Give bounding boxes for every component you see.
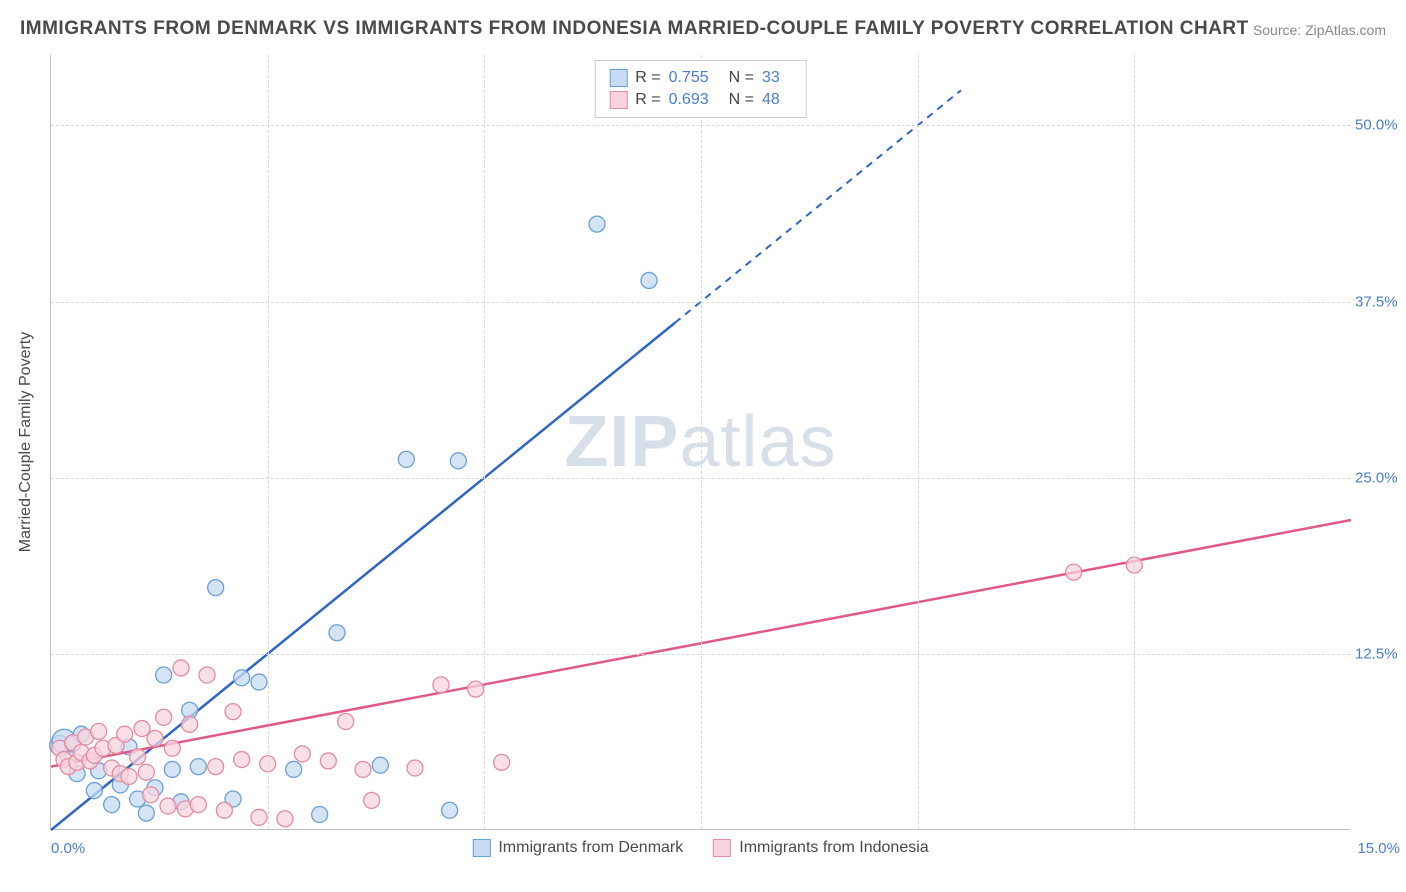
data-point-indonesia (216, 802, 232, 818)
data-point-denmark (86, 783, 102, 799)
legend-N-value-denmark: 33 (762, 69, 780, 87)
data-point-indonesia (294, 746, 310, 762)
legend-R-label: R = (635, 91, 660, 109)
data-point-indonesia (91, 723, 107, 739)
legend-R-label: R = (635, 69, 660, 87)
legend-series-label-indonesia: Immigrants from Indonesia (739, 839, 928, 857)
data-point-indonesia (355, 761, 371, 777)
plot-area: Married-Couple Family Poverty ZIPatlas R… (50, 55, 1350, 830)
data-point-denmark (208, 580, 224, 596)
data-point-indonesia (1066, 564, 1082, 580)
data-point-denmark (104, 797, 120, 813)
data-point-denmark (234, 670, 250, 686)
legend-N-label: N = (729, 91, 754, 109)
data-point-indonesia (199, 667, 215, 683)
data-point-indonesia (364, 792, 380, 808)
data-point-denmark (164, 761, 180, 777)
data-point-indonesia (208, 759, 224, 775)
data-point-indonesia (468, 681, 484, 697)
data-point-denmark (286, 761, 302, 777)
y-tick-label: 12.5% (1355, 645, 1406, 662)
data-point-indonesia (130, 749, 146, 765)
data-point-denmark (450, 453, 466, 469)
chart-title: IMMIGRANTS FROM DENMARK VS IMMIGRANTS FR… (20, 18, 1249, 40)
legend-swatch-indonesia (713, 839, 731, 857)
data-point-indonesia (117, 726, 133, 742)
data-point-denmark (312, 807, 328, 823)
data-point-indonesia (190, 797, 206, 813)
data-point-indonesia (433, 677, 449, 693)
legend-corr-row-denmark: R = 0.755 N = 33 (609, 67, 792, 89)
data-point-indonesia (182, 716, 198, 732)
data-point-denmark (398, 451, 414, 467)
grid-line-v (268, 55, 269, 829)
data-point-denmark (251, 674, 267, 690)
data-point-indonesia (251, 809, 267, 825)
chart-container: IMMIGRANTS FROM DENMARK VS IMMIGRANTS FR… (0, 0, 1406, 892)
y-axis-label: Married-Couple Family Poverty (17, 332, 35, 553)
legend-corr-row-indonesia: R = 0.693 N = 48 (609, 89, 792, 111)
data-point-denmark (442, 802, 458, 818)
legend-swatch-indonesia (609, 91, 627, 109)
legend-R-value-indonesia: 0.693 (669, 91, 709, 109)
data-point-indonesia (494, 754, 510, 770)
y-tick-label: 25.0% (1355, 469, 1406, 486)
legend-N-label: N = (729, 69, 754, 87)
data-point-denmark (190, 759, 206, 775)
data-point-denmark (329, 625, 345, 641)
data-point-indonesia (164, 740, 180, 756)
legend-series-denmark: Immigrants from Denmark (472, 839, 683, 857)
data-point-indonesia (173, 660, 189, 676)
data-point-denmark (156, 667, 172, 683)
data-point-indonesia (338, 714, 354, 730)
legend-series-indonesia: Immigrants from Indonesia (713, 839, 928, 857)
data-point-indonesia (147, 730, 163, 746)
data-point-denmark (589, 216, 605, 232)
data-point-indonesia (138, 764, 154, 780)
legend-N-value-indonesia: 48 (762, 91, 780, 109)
grid-line-v (918, 55, 919, 829)
source-label: Source: ZipAtlas.com (1253, 22, 1386, 38)
data-point-indonesia (234, 752, 250, 768)
data-point-denmark (138, 805, 154, 821)
grid-line-v (484, 55, 485, 829)
data-point-denmark (372, 757, 388, 773)
data-point-indonesia (160, 798, 176, 814)
legend-correlation: R = 0.755 N = 33 R = 0.693 N = 48 (594, 60, 807, 118)
y-tick-label: 37.5% (1355, 293, 1406, 310)
legend-swatch-denmark (609, 69, 627, 87)
legend-series: Immigrants from Denmark Immigrants from I… (472, 839, 928, 857)
data-point-indonesia (277, 811, 293, 827)
data-point-indonesia (320, 753, 336, 769)
legend-swatch-denmark (472, 839, 490, 857)
data-point-indonesia (225, 704, 241, 720)
grid-line-v (701, 55, 702, 829)
data-point-indonesia (143, 787, 159, 803)
data-point-indonesia (156, 709, 172, 725)
x-tick-max: 15.0% (1357, 840, 1400, 857)
grid-line-v (1134, 55, 1135, 829)
data-point-indonesia (121, 768, 137, 784)
legend-series-label-denmark: Immigrants from Denmark (498, 839, 683, 857)
data-point-indonesia (407, 760, 423, 776)
legend-R-value-denmark: 0.755 (669, 69, 709, 87)
data-point-denmark (641, 272, 657, 288)
x-tick-min: 0.0% (51, 840, 85, 857)
y-tick-label: 50.0% (1355, 117, 1406, 134)
